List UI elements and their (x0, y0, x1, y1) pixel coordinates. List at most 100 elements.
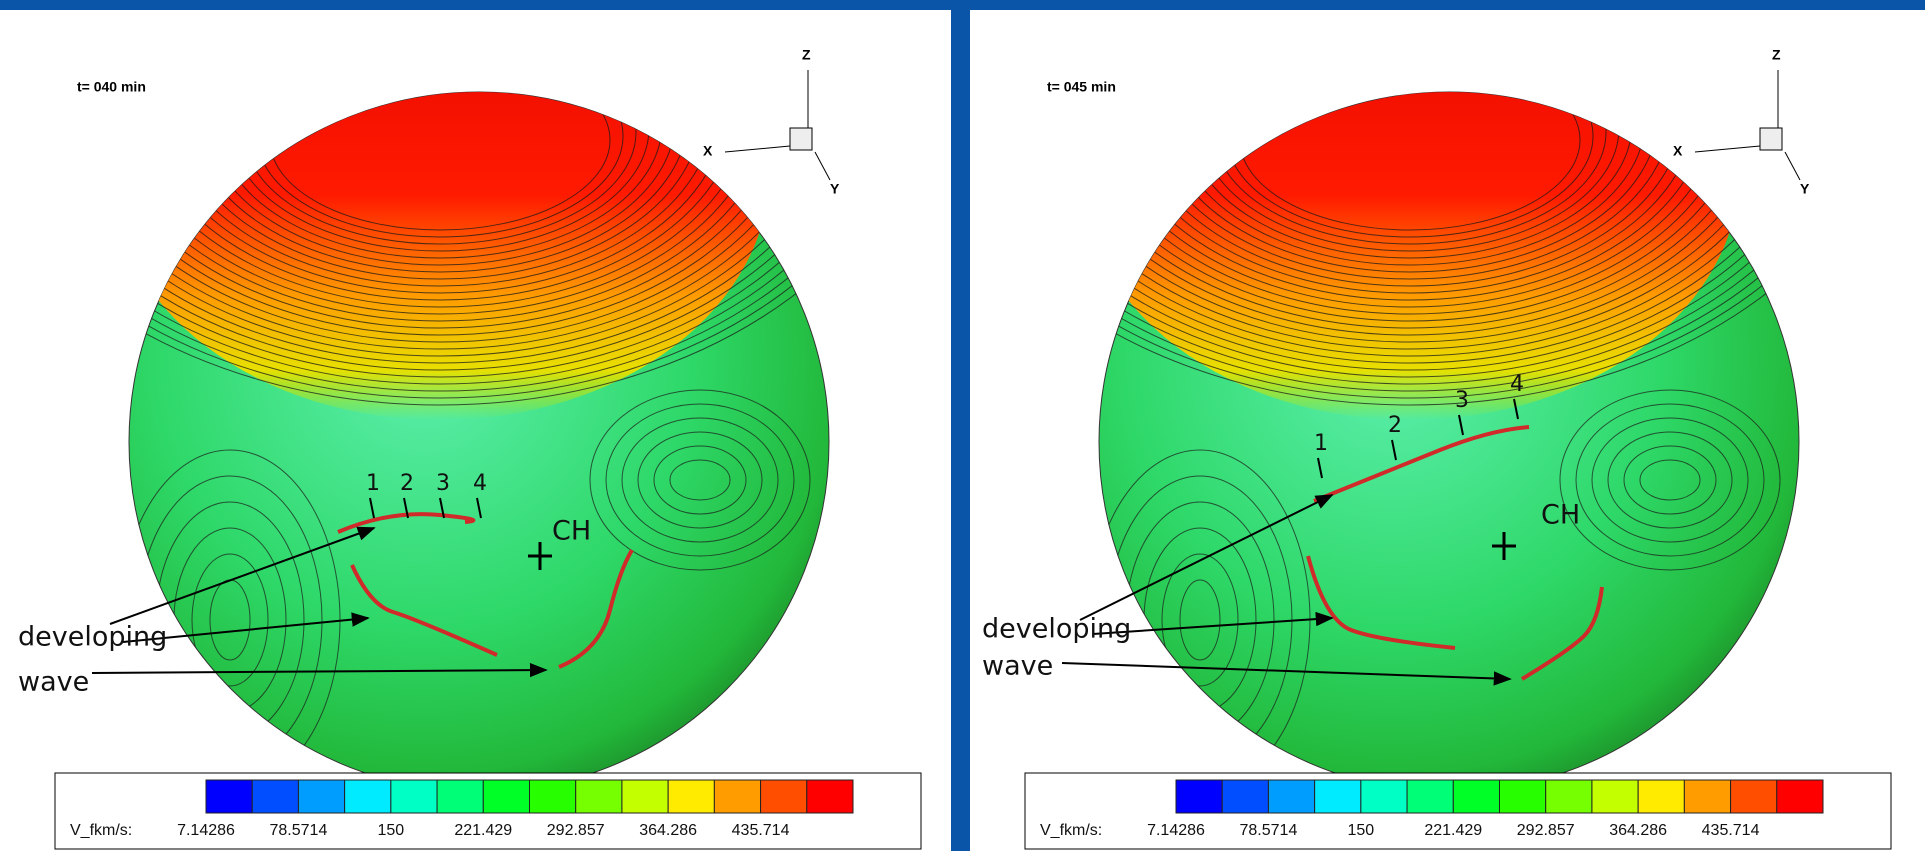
contour-line (1099, 92, 1799, 406)
axis-z-label: Z (1772, 47, 1781, 63)
marker-label: 1 (1314, 431, 1328, 456)
colorbar-segment (1452, 779, 1500, 814)
contour-line (129, 92, 829, 357)
center-cross (1492, 532, 1516, 560)
colorbar-segment (436, 779, 484, 814)
colorbar-tick-label: 7.14286 (177, 822, 235, 839)
contour-line (129, 92, 829, 385)
contour-line (1099, 92, 1763, 329)
colorbar-segment (482, 779, 530, 814)
panel: t= 040 min Z X Y 1 2 3 4 CH developing wave V_fkm/s… (0, 10, 951, 851)
contour-line (1099, 92, 1799, 371)
colorbar-tick-label: 7.14286 (1147, 822, 1205, 839)
colorbar-variable: V_fkm/s: (70, 822, 132, 839)
contour-line (1559, 389, 1781, 571)
axis-y-label: Y (1800, 181, 1810, 197)
center-cross (528, 542, 552, 570)
contour-line (129, 92, 819, 343)
colorbar-segment (1499, 779, 1547, 814)
colorbar-tick-label: 364.286 (639, 822, 697, 839)
axis-x-label: X (1673, 143, 1683, 159)
contour-line (1591, 417, 1749, 543)
axis-y (814, 151, 831, 181)
contour-line (129, 92, 829, 350)
colorbar-segment (1591, 779, 1639, 814)
ridge-line (337, 512, 476, 534)
marker-tick (403, 497, 409, 519)
marker-tick (369, 497, 375, 519)
axis-z-label: Z (802, 47, 811, 63)
arrow (91, 662, 548, 678)
time-label: t= 045 min (1047, 79, 1116, 95)
colorbar-segment (1314, 779, 1362, 814)
contour-line (129, 92, 829, 399)
colorbar-tick-label: 292.857 (547, 822, 605, 839)
colorbar-segment (529, 779, 577, 814)
marker-tick (1391, 439, 1397, 461)
colorbar-segment (251, 779, 299, 814)
marker-label: 2 (400, 471, 414, 496)
panel: t= 045 min Z X Y 1 2 3 4 CH developing wave V_fkm/s… (970, 10, 1925, 851)
contour-line (1099, 92, 1799, 399)
contour-line (1099, 92, 1789, 343)
colorbar-tick-label: 364.286 (1609, 822, 1667, 839)
colorbar-tick-label: 435.714 (1702, 822, 1760, 839)
colorbar-segment (1267, 779, 1316, 814)
colorbar-tick-label: 150 (378, 822, 405, 839)
contour-line (605, 403, 795, 557)
colorbar-segment (1776, 779, 1824, 814)
center-label: CH (552, 516, 591, 547)
marker-tick (1458, 414, 1464, 436)
axis-x (724, 145, 791, 153)
colorbar-segment (1730, 779, 1778, 814)
colorbar-segment (1360, 779, 1408, 814)
colorbar-segment (1221, 779, 1269, 814)
contour-line (621, 417, 779, 543)
colorbar-tick-label: 150 (1348, 822, 1375, 839)
arrow (122, 612, 370, 643)
contour-line (1161, 553, 1239, 687)
colorbar-tick-label: 78.5714 (1240, 822, 1298, 839)
marker-tick (439, 497, 445, 519)
colorbar-segment (344, 779, 392, 814)
colorbar-tick-label: 221.429 (1424, 822, 1482, 839)
contour-line (129, 92, 780, 322)
colorbar-segment (621, 779, 669, 814)
contour-line (653, 445, 747, 515)
contour-line (589, 389, 811, 571)
contour-line (1099, 92, 1799, 378)
axis-y (1784, 151, 1801, 181)
colorbar-variable: V_fkm/s: (1040, 822, 1102, 839)
contour-line (669, 459, 731, 501)
annotation-developing: developing (982, 614, 1131, 645)
marker-label: 2 (1388, 413, 1402, 438)
contour-line (1099, 92, 1799, 350)
wave-line (1520, 586, 1604, 681)
axis-x (1694, 145, 1761, 153)
colorbar-tick-label: 78.5714 (270, 822, 328, 839)
arrow (1092, 611, 1334, 635)
marker-tick (476, 497, 482, 519)
marker-label: 4 (1510, 372, 1524, 397)
annotation-developing: developing (18, 622, 167, 653)
contour-line (129, 92, 829, 392)
colorbar-segment (575, 779, 623, 814)
wave-line (558, 548, 634, 669)
contour-line (191, 553, 269, 687)
colorbar-segment (713, 779, 762, 814)
arrow (109, 526, 376, 625)
ridge-line (1313, 425, 1530, 503)
contour-line (1639, 459, 1701, 501)
contour-line (1575, 403, 1765, 557)
contour-line (1099, 92, 1799, 364)
marker-tick (1513, 398, 1519, 420)
marker-label: 3 (436, 471, 450, 496)
center-label: CH (1541, 500, 1580, 531)
colorbar-segment (1175, 779, 1223, 814)
colorbar-segment (1545, 779, 1593, 814)
contour-line (1099, 92, 1750, 322)
colorbar-segment (1683, 779, 1732, 814)
contour-line (1623, 445, 1717, 515)
colorbar-tick-label: 221.429 (454, 822, 512, 839)
